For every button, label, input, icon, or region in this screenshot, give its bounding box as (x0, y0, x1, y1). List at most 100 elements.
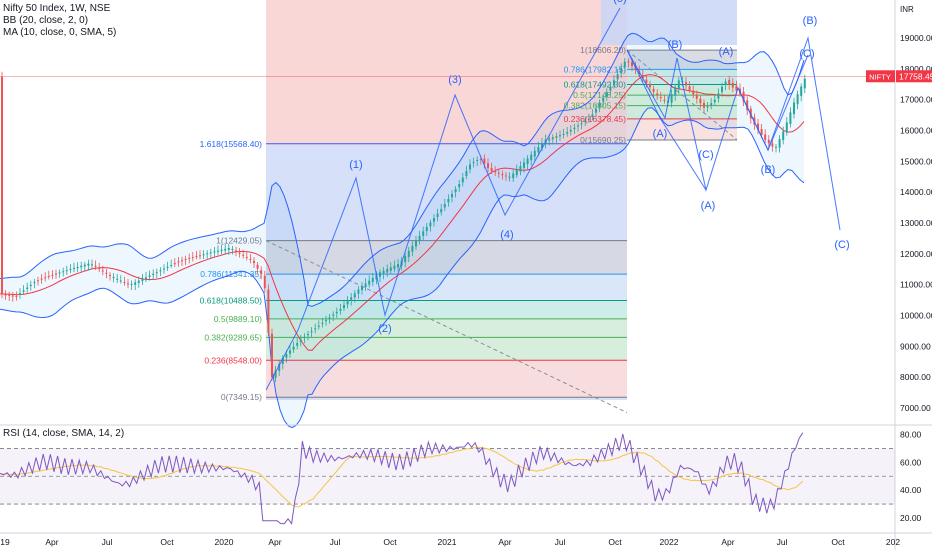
candle-body (803, 78, 806, 89)
candle-body (605, 92, 608, 97)
candle-body (793, 102, 795, 115)
chart-title: Nifty 50 Index, 1W, NSE (3, 3, 111, 14)
candle-body (533, 150, 536, 157)
time-tick-label: 2022 (660, 537, 679, 547)
fib-level-label: 0.382(9289.65) (204, 332, 262, 342)
candle-body (220, 249, 223, 252)
candle-body (512, 173, 515, 179)
candle-body (285, 354, 288, 358)
rsi-legend[interactable]: RSI (14, close, SMA, 14, 2) (3, 428, 125, 439)
candle-body (652, 88, 655, 92)
candle-body (69, 269, 72, 271)
wave-label: (2) (378, 323, 391, 335)
candle-body (235, 250, 237, 252)
candle-body (688, 86, 691, 90)
bb-lower-line (0, 107, 805, 429)
elliott-wave-path (626, 49, 707, 191)
candle-body (562, 134, 565, 136)
candle-body (422, 231, 425, 236)
candle-body (465, 171, 468, 177)
fib-band (266, 337, 627, 361)
candle-body (569, 130, 572, 132)
candle-body (51, 274, 54, 276)
dashed-trend-line (265, 240, 628, 414)
candle-body (37, 280, 39, 282)
candle-body (170, 264, 173, 266)
candle-body (573, 127, 576, 130)
fib-band (266, 274, 627, 301)
elliott-wave-path (265, 7, 621, 391)
candle-body (253, 260, 255, 264)
candle-body (742, 91, 745, 102)
candle-body (350, 297, 353, 301)
candle-body (181, 260, 183, 262)
candle-body (278, 363, 281, 371)
candle-body (451, 194, 453, 198)
candle-body (328, 317, 331, 319)
candle-body (497, 172, 500, 174)
time-tick-label: 2020 (215, 537, 234, 547)
candle-body (649, 84, 651, 88)
candle-body (274, 370, 277, 378)
candle-body (746, 100, 749, 111)
candle-body (91, 264, 93, 266)
candle-body (325, 320, 327, 322)
candle-body (73, 268, 75, 270)
fib-band-right (627, 95, 737, 106)
candle-body (127, 283, 129, 285)
candle-body (397, 264, 399, 268)
candle-body (713, 99, 716, 103)
rsi-signal-line (0, 446, 804, 508)
candle-body (112, 277, 115, 279)
rsi-tick-label: 60.00 (900, 457, 922, 467)
candle-body (501, 174, 504, 176)
candle-body (296, 343, 299, 346)
candle-body (209, 252, 212, 254)
candle-body (609, 86, 612, 91)
candle-body (101, 270, 104, 272)
candle-body (299, 339, 302, 342)
time-tick-label: Oct (383, 537, 397, 547)
bb-indicator-label[interactable]: BB (20, close, 2, 0) (3, 15, 89, 26)
candle-body (724, 81, 727, 86)
candle-body (623, 61, 626, 68)
candle-body (591, 114, 594, 118)
candle-body (515, 169, 518, 176)
candle-body (706, 106, 709, 108)
candle-body (447, 199, 450, 203)
time-tick-label: Apr (45, 537, 58, 547)
candle-body (731, 82, 734, 88)
ma-indicator-label[interactable]: MA (10, close, 0, SMA, 5) (3, 27, 117, 38)
candle-body (461, 177, 464, 183)
candle-body (375, 275, 378, 280)
dashed-trend-line-right (626, 49, 738, 141)
candle-body (677, 80, 680, 89)
candle-body (303, 336, 306, 339)
candle-body (130, 283, 133, 285)
candle-body (566, 132, 569, 134)
candle-body (663, 99, 666, 101)
candle-body (33, 282, 36, 284)
time-tick-label: 19 (0, 537, 10, 547)
candle-body (242, 254, 245, 256)
candle-body (656, 93, 659, 96)
candle-body (433, 218, 435, 222)
candle-body (314, 328, 317, 330)
candle-body (710, 103, 713, 106)
candle-body (767, 139, 770, 144)
candle-body (206, 253, 209, 255)
candle-body (134, 282, 137, 285)
candle-body (26, 287, 29, 289)
rsi-tick-label: 20.00 (900, 513, 922, 523)
candle-body (335, 311, 338, 314)
candle-body (141, 278, 144, 281)
price-tick-label: 14000.00 (900, 187, 932, 197)
candle-body (76, 266, 79, 269)
candle-body (548, 138, 551, 141)
rsi-pane: 80.00 60.00 40.00 20.00 (0, 430, 922, 525)
candle-body (87, 263, 90, 266)
wave-label: (B) (761, 164, 776, 176)
time-tick-label: Jul (330, 537, 341, 547)
candle-body (317, 325, 320, 327)
